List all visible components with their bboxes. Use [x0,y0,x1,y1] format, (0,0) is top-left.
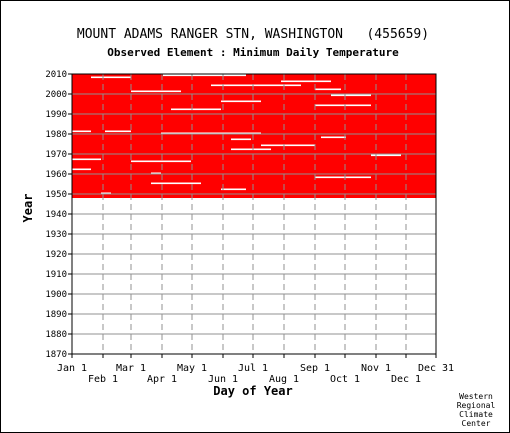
x-tick-label: Oct 1 [330,374,360,385]
x-axis-label: Day of Year [213,384,292,398]
y-tick-label: 1920 [45,250,67,260]
x-tick-label: Feb 1 [88,374,118,385]
y-tick-label: 1910 [45,270,67,280]
y-tick-label: 1930 [45,230,67,240]
y-tick-label: 1900 [45,290,67,300]
missing-data-gap [163,74,246,77]
missing-data-gap [161,132,261,135]
credit-line-1: Western [459,392,493,401]
y-tick-label: 1890 [45,310,67,320]
missing-data-gap [151,172,161,175]
y-axis-ticks: 1870 1880 1890 1900 1910 1920 1930 1940 1950 1960… [45,70,72,360]
wrcc-credit: Western Regional Climate Center [457,392,496,428]
missing-data-gap [72,168,91,171]
missing-data-gap [281,80,331,83]
missing-data-gap [101,192,111,195]
y-tick-label: 1990 [45,110,67,120]
y-tick-label: 2010 [45,70,67,80]
missing-data-gap [151,182,201,185]
x-axis-ticks: Jan 1 Mar 1 May 1 Jul 1 Sep 1 Nov 1 Dec 31 Feb … [57,354,454,385]
credit-line-2: Regional [457,401,496,410]
missing-data-gap [315,176,371,179]
x-tick-label: Apr 1 [147,374,177,385]
missing-data-gap [131,90,181,93]
missing-data-gap [221,100,261,103]
missing-data-gap [91,76,131,79]
x-tick-label: Dec 1 [391,374,421,385]
x-tick-label: Dec 31 [418,363,454,374]
missing-data-gap [221,188,246,191]
y-tick-label: 1940 [45,210,67,220]
x-tick-label: Jan 1 [57,363,87,374]
grid-layer [72,73,436,355]
missing-data-gap [231,148,271,151]
missing-data-gap [72,158,101,161]
x-tick-label: Jun 1 [208,374,238,385]
y-tick-label: 1870 [45,350,67,360]
y-tick-label: 1950 [45,190,67,200]
missing-data-gap [231,138,251,141]
y-tick-label: 1880 [45,330,67,340]
missing-data-gap [72,130,91,133]
missing-data-gap [261,144,315,147]
missing-data-gap [211,84,301,87]
missing-data-gap [321,136,346,139]
chart-title: MOUNT ADAMS RANGER STN, WASHINGTON (4556… [77,27,429,42]
missing-data-gap [371,154,401,157]
y-tick-label: 1960 [45,170,67,180]
missing-data-gap [131,160,191,163]
missing-data-gap [331,94,371,97]
x-tick-label: Aug 1 [269,374,299,385]
data-layer [72,74,436,198]
credit-line-4: Center [462,419,491,428]
x-tick-label: Nov 1 [361,363,391,374]
x-tick-label: May 1 [177,363,207,374]
missing-data-gap [315,104,371,107]
missing-data-gap [105,130,131,133]
x-tick-label: Sep 1 [300,363,330,374]
y-tick-label: 2000 [45,90,67,100]
missing-data-gap [171,108,221,111]
credit-line-3: Climate [459,410,493,419]
x-tick-label: Mar 1 [116,363,146,374]
y-tick-label: 1970 [45,150,67,160]
x-tick-label: Jul 1 [238,363,268,374]
missing-data-gap [315,88,341,91]
y-tick-label: 1980 [45,130,67,140]
chart-subtitle: Observed Element : Minimum Daily Tempera… [107,46,399,59]
y-axis-label: Year [21,194,35,223]
observed-data-block [72,74,436,198]
